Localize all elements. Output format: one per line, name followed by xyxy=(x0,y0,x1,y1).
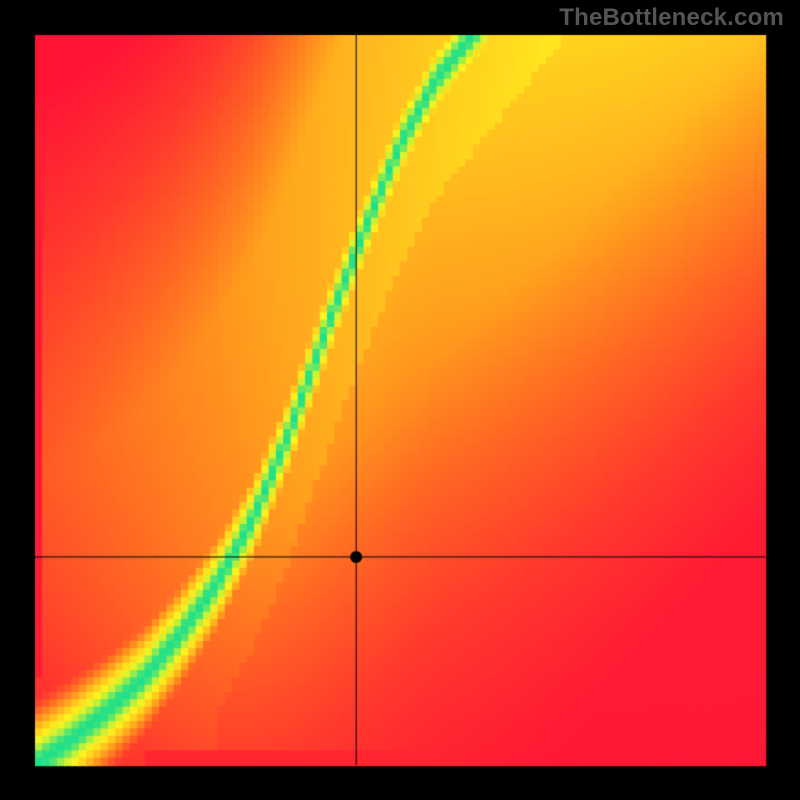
bottleneck-heatmap xyxy=(0,0,800,800)
watermark-text: TheBottleneck.com xyxy=(559,4,784,32)
